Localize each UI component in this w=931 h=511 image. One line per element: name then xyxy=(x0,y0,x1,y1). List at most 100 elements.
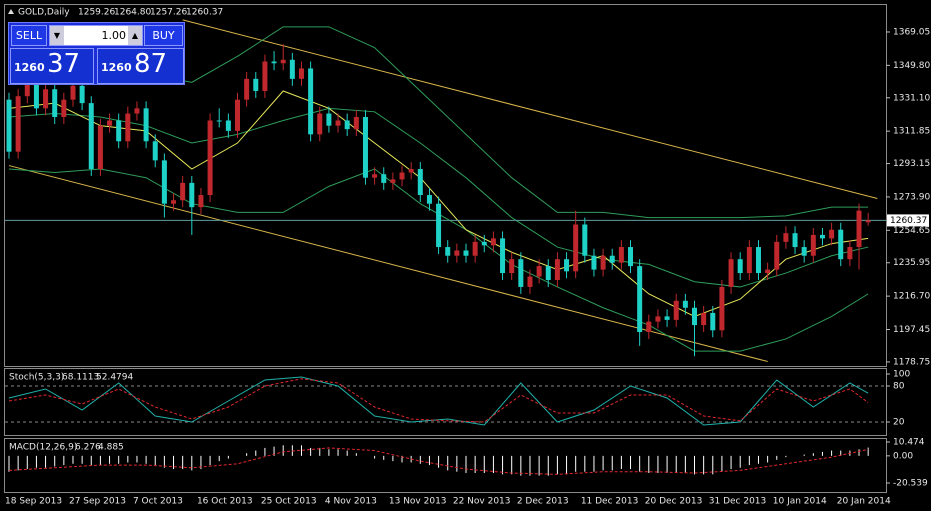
candle-body xyxy=(216,120,222,122)
stoch-main-last: 68.1113 xyxy=(62,373,99,383)
candle-body xyxy=(107,120,113,126)
candle-body xyxy=(600,255,606,270)
low-label: 1257.26 xyxy=(150,8,187,18)
indicator-line xyxy=(8,378,869,423)
candle-body xyxy=(573,224,579,272)
candle-body xyxy=(838,229,844,260)
candle-body xyxy=(637,266,643,333)
buy-button[interactable]: BUY xyxy=(144,25,183,46)
price-tag xyxy=(887,214,929,227)
candle-body xyxy=(271,61,277,64)
candle-body xyxy=(362,117,368,178)
candle-body xyxy=(24,82,30,97)
candle-body xyxy=(518,259,524,287)
macd-signal-last: 4.885 xyxy=(98,443,124,453)
y-tick-label: 1311.85 xyxy=(893,127,930,137)
candle-body xyxy=(582,224,588,256)
main-frame xyxy=(4,4,887,367)
candle-body xyxy=(298,68,304,79)
ask-pips: 87 xyxy=(134,49,168,79)
candle-body xyxy=(728,259,734,287)
y-tick-label: 20 xyxy=(893,418,905,428)
plot-area xyxy=(5,19,886,362)
candle-body xyxy=(646,321,652,333)
stoch-signal-last: 52.4794 xyxy=(96,373,133,383)
lot-up[interactable]: ▲ xyxy=(128,26,142,45)
indicator-line xyxy=(8,168,869,352)
x-tick-label: 10 Jan 2014 xyxy=(773,497,827,507)
bid-price[interactable]: 1260 37 xyxy=(10,48,94,84)
candle-body xyxy=(618,247,624,263)
candle-body xyxy=(235,99,240,131)
y-tick-label: 1216.70 xyxy=(893,292,930,302)
collapse-icon[interactable] xyxy=(8,9,14,14)
x-tick-label: 31 Dec 2013 xyxy=(709,497,767,507)
candle-body xyxy=(682,300,688,308)
x-tick-label: 2 Dec 2013 xyxy=(517,497,569,507)
candle-body xyxy=(417,169,423,196)
macd-title: MACD(12,26,9) xyxy=(9,443,77,453)
y-tick-label: 1293.15 xyxy=(893,159,930,169)
candle-body xyxy=(180,182,186,201)
candle-body xyxy=(481,241,487,246)
candle-body xyxy=(189,182,195,208)
candle-body xyxy=(545,266,551,280)
macd-last: 6.276 xyxy=(75,443,101,453)
candle-body xyxy=(134,108,140,114)
y-tick-label: 1369.05 xyxy=(893,27,930,37)
candle-body xyxy=(70,85,76,100)
y-tick-label: 1331.10 xyxy=(893,93,930,103)
candle-body xyxy=(353,117,359,130)
candle-body xyxy=(79,85,85,104)
candle-body xyxy=(436,203,442,248)
candle-body xyxy=(765,269,771,274)
sell-button[interactable]: SELL xyxy=(11,25,47,46)
candle-body xyxy=(783,233,789,242)
lot-down[interactable]: ▼ xyxy=(50,26,64,45)
candle-body xyxy=(171,200,177,204)
indicator-line xyxy=(8,90,869,317)
candle-body xyxy=(819,234,825,239)
candle-body xyxy=(664,316,670,320)
candle-body xyxy=(161,160,167,204)
stoch-frame xyxy=(4,368,887,436)
candle-body xyxy=(737,259,743,274)
candle-body xyxy=(445,247,451,256)
candle-body xyxy=(865,220,871,223)
candle-body xyxy=(856,210,862,248)
candle-body xyxy=(308,68,314,135)
candle-body xyxy=(97,125,103,170)
one-click-trading: SELL ▼ 1.00 ▲ BUY 1260 37 1260 87 xyxy=(8,22,185,85)
candle-body xyxy=(454,250,460,256)
candle-body xyxy=(43,89,49,109)
candle-body xyxy=(15,96,21,152)
candle-body xyxy=(116,120,122,142)
candle-body xyxy=(52,89,58,118)
candle-body xyxy=(554,259,560,280)
lot-spinner[interactable]: ▼ 1.00 ▲ xyxy=(49,25,143,46)
x-tick-label: 20 Jan 2014 xyxy=(837,497,891,507)
close-label: 1260.37 xyxy=(186,8,223,18)
candle-body xyxy=(472,241,478,256)
bid-pips: 37 xyxy=(47,49,81,79)
candle-body xyxy=(701,312,707,326)
candle-body xyxy=(152,141,158,161)
y-tick-label: -20.539 xyxy=(893,479,928,489)
candle-body xyxy=(829,229,835,239)
candle-body xyxy=(692,307,697,326)
candle-body xyxy=(426,195,432,204)
lot-value[interactable]: 1.00 xyxy=(101,29,127,42)
candle-body xyxy=(198,195,204,208)
x-tick-label: 7 Oct 2013 xyxy=(133,497,183,507)
candle-body xyxy=(810,234,816,256)
candle-body xyxy=(536,266,542,277)
candle-body xyxy=(390,179,396,183)
candle-body xyxy=(225,120,231,131)
candle-body xyxy=(801,247,807,256)
y-tick-label: 10.474 xyxy=(893,438,925,448)
macd-frame xyxy=(4,438,887,493)
candle-body xyxy=(719,286,725,331)
candle-body xyxy=(262,61,268,92)
ask-price[interactable]: 1260 87 xyxy=(97,48,184,84)
